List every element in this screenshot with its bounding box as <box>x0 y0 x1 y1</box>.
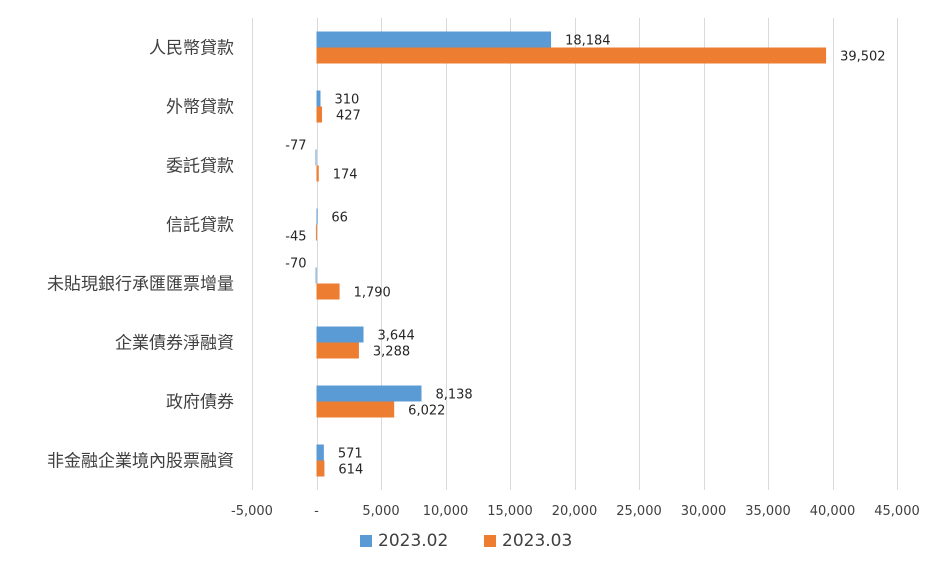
data-label-2023.02-3: 66 <box>331 211 348 226</box>
data-label-2023.02-4: -70 <box>285 257 306 272</box>
x-tick-label: 30,000 <box>681 504 727 519</box>
data-label-2023.02-1: 310 <box>334 93 359 108</box>
category-label: 委託貸款 <box>166 157 234 177</box>
data-label-2023.03-1: 427 <box>336 109 361 124</box>
x-tick-label: 35,000 <box>745 504 791 519</box>
data-label-2023.03-3: -45 <box>285 230 306 245</box>
legend-swatch-2023.03 <box>484 535 496 547</box>
x-tick-label: 15,000 <box>487 504 533 519</box>
data-label-2023.02-2: -77 <box>285 139 306 154</box>
data-label-2023.02-5: 3,644 <box>378 329 415 344</box>
bar-2023.03-5 <box>316 342 359 359</box>
legend-label-2023.03: 2023.03 <box>502 531 572 551</box>
x-tick-label: -5,000 <box>231 504 273 519</box>
category-label: 企業債券淨融資 <box>115 334 234 354</box>
bar-2023.02-7 <box>316 444 324 461</box>
legend-label-2023.02: 2023.02 <box>378 531 448 551</box>
category-label: 外幣貸款 <box>166 98 234 118</box>
x-tick-labels: -5,000-5,000 10,000 15,000 20,000 25,000 30,0… <box>231 504 920 519</box>
bar-2023.03-0 <box>316 47 827 64</box>
bar-2023.02-3 <box>316 208 318 225</box>
data-label-2023.03-7: 614 <box>338 463 363 478</box>
data-label-2023.02-0: 18,184 <box>565 34 611 49</box>
bar-2023.03-1 <box>316 106 323 123</box>
bar-2023.03-7 <box>316 460 325 477</box>
category-label: 非金融企業境內股票融資 <box>47 452 234 472</box>
x-tick-label: 20,000 <box>552 504 598 519</box>
x-tick-label: 25,000 <box>616 504 662 519</box>
category-labels: 人民幣貸款外幣貸款委託貸款信託貸款未貼現銀行承匯匯票增量企業債券淨融資政府債券非… <box>47 39 234 472</box>
bar-2023.02-2 <box>315 149 317 166</box>
bar-2023.03-2 <box>316 165 319 182</box>
category-label: 未貼現銀行承匯匯票增量 <box>47 275 234 295</box>
data-label-2023.02-6: 8,138 <box>435 388 472 403</box>
category-label: 人民幣貸款 <box>149 39 234 59</box>
x-tick-label: 10,000 <box>423 504 469 519</box>
category-label: 政府債券 <box>166 393 234 413</box>
bars <box>315 31 827 477</box>
data-label-2023.03-0: 39,502 <box>840 50 886 65</box>
bar-2023.02-0 <box>316 31 552 48</box>
bar-2023.02-5 <box>316 326 364 343</box>
gridlines <box>252 18 898 490</box>
category-label: 信託貸款 <box>166 216 234 236</box>
bar-2023.02-6 <box>316 385 422 402</box>
data-label-2023.03-2: 174 <box>333 168 358 183</box>
data-label-2023.03-5: 3,288 <box>373 345 410 360</box>
x-tick-label: 45,000 <box>874 504 920 519</box>
bar-2023.03-6 <box>316 401 395 418</box>
bar-2023.02-4 <box>315 267 317 284</box>
legend-swatch-2023.02 <box>360 535 372 547</box>
legend: 2023.02 2023.03 <box>360 531 572 551</box>
x-tick-label: 40,000 <box>810 504 856 519</box>
data-label-2023.03-6: 6,022 <box>408 404 445 419</box>
data-label-2023.02-7: 571 <box>338 447 363 462</box>
bar-2023.02-1 <box>316 90 321 107</box>
bar-2023.03-4 <box>316 283 340 300</box>
x-tick-label: 5,000 <box>362 504 399 519</box>
bar-2023.03-3 <box>315 224 317 241</box>
data-label-2023.03-4: 1,790 <box>354 286 391 301</box>
x-tick-label: - <box>314 504 319 519</box>
